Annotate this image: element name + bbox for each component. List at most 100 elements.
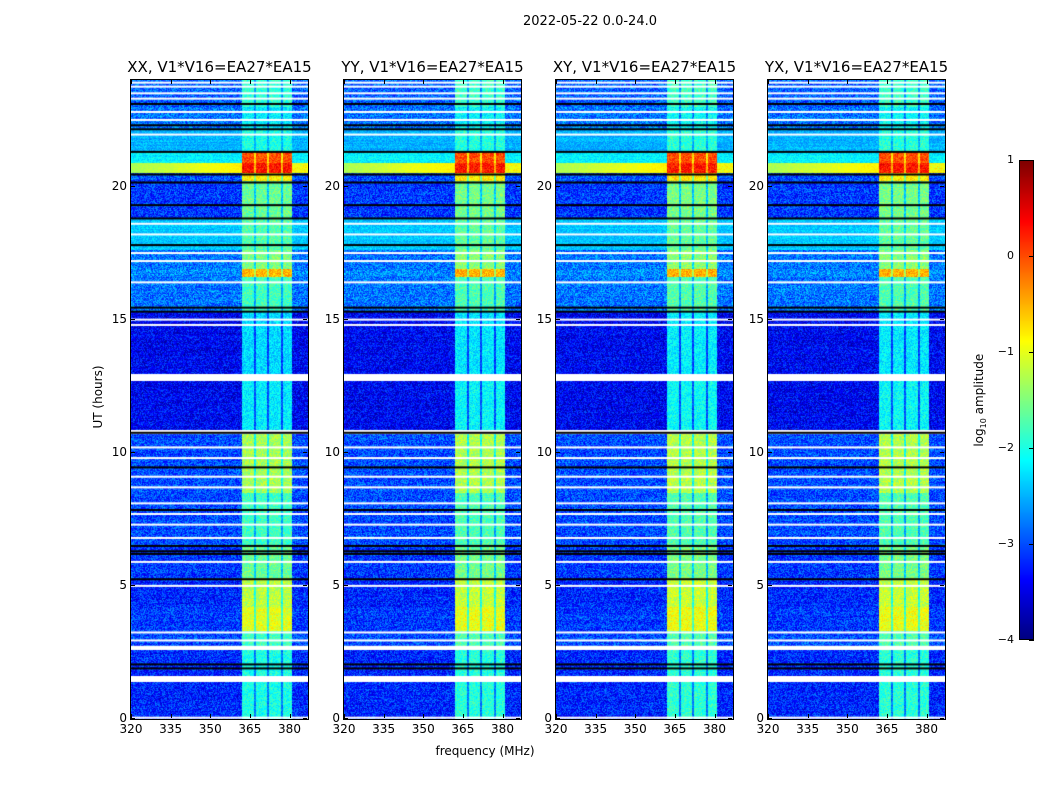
y-tick-label: 10 xyxy=(324,444,340,459)
x-tick-mark xyxy=(383,714,385,718)
y-tick-mark xyxy=(556,718,560,719)
x-tick-mark xyxy=(249,714,251,718)
y-tick-mark xyxy=(768,318,772,320)
x-tick-mark xyxy=(289,80,291,84)
y-tick-mark xyxy=(728,584,732,586)
y-tick-mark xyxy=(131,451,135,453)
x-tick-mark xyxy=(595,714,597,718)
x-tick-label: 335 xyxy=(796,722,820,736)
y-tick-label: 0 xyxy=(756,711,764,725)
x-tick-mark xyxy=(383,80,385,84)
y-tick-label: 20 xyxy=(111,178,127,193)
heatmap-panel: XX, V1*V16=EA27*EA15 320 335 350 365 380 0 5 10 1… xyxy=(112,58,312,736)
x-tick-label: 365 xyxy=(451,722,475,736)
y-tick-mark xyxy=(131,584,135,586)
y-tick-label: 20 xyxy=(536,178,552,193)
x-tick-label: 365 xyxy=(663,722,687,736)
x-tick-mark xyxy=(462,80,464,84)
y-tick-mark xyxy=(556,451,560,453)
x-tick-mark xyxy=(502,714,504,718)
x-tick-mark xyxy=(249,80,251,84)
y-tick-label: 5 xyxy=(119,577,127,592)
x-tick-label: 335 xyxy=(159,722,183,736)
x-tick-mark xyxy=(635,80,637,84)
x-tick-mark xyxy=(674,80,676,84)
y-tick-mark xyxy=(768,185,772,187)
x-tick-mark xyxy=(462,714,464,718)
x-tick-label: 350 xyxy=(198,722,222,736)
y-tick-mark xyxy=(131,718,135,719)
y-tick-label: 15 xyxy=(324,311,340,326)
x-tick-mark xyxy=(210,80,212,84)
panel-title: YX, V1*V16=EA27*EA15 xyxy=(764,58,949,76)
y-tick-mark xyxy=(303,584,307,586)
x-tick-mark xyxy=(847,80,849,84)
colorbar xyxy=(1019,160,1034,640)
x-tick-label: 380 xyxy=(915,722,938,736)
y-tick-mark xyxy=(940,185,944,187)
colorbar-tick-mark xyxy=(1029,640,1034,641)
y-tick-label: 15 xyxy=(536,311,552,326)
y-tick-mark xyxy=(556,185,560,187)
x-tick-mark xyxy=(847,714,849,718)
y-tick-mark xyxy=(728,318,732,320)
x-tick-mark xyxy=(768,80,769,84)
y-tick-label: 5 xyxy=(544,577,552,592)
x-tick-label: 365 xyxy=(238,722,262,736)
y-tick-mark xyxy=(303,185,307,187)
x-tick-mark xyxy=(170,714,172,718)
x-tick-mark xyxy=(344,714,345,718)
colorbar-tick-label: 0 xyxy=(1007,249,1014,262)
y-tick-mark xyxy=(940,451,944,453)
heatmap-panel: YY, V1*V16=EA27*EA15 320 335 350 365 380 0 5 10 1… xyxy=(325,58,524,736)
x-tick-mark xyxy=(131,80,132,84)
x-tick-mark xyxy=(502,80,504,84)
x-tick-mark xyxy=(886,80,888,84)
y-tick-label: 5 xyxy=(756,577,764,592)
y-tick-mark xyxy=(728,451,732,453)
y-tick-mark xyxy=(303,451,307,453)
x-tick-label: 320 xyxy=(119,722,143,736)
x-tick-label: 320 xyxy=(544,722,568,736)
heatmap-panel: XY, V1*V16=EA27*EA15 320 335 350 365 380 0 5 10 1… xyxy=(537,58,736,736)
y-tick-mark xyxy=(516,451,520,453)
x-tick-label: 380 xyxy=(491,722,514,736)
y-tick-label: 10 xyxy=(111,444,127,459)
y-tick-mark xyxy=(303,718,307,719)
y-tick-mark xyxy=(131,185,135,187)
x-tick-mark xyxy=(210,714,212,718)
y-tick-mark xyxy=(516,318,520,320)
y-tick-label: 0 xyxy=(332,711,340,725)
colorbar-tick-mark xyxy=(1029,448,1034,449)
y-tick-mark xyxy=(131,318,135,320)
x-tick-label: 320 xyxy=(332,722,356,736)
y-tick-mark xyxy=(940,318,944,320)
y-tick-mark xyxy=(728,185,732,187)
x-tick-mark xyxy=(423,80,425,84)
spectrogram-image xyxy=(768,80,945,719)
y-tick-mark xyxy=(516,584,520,586)
x-tick-mark xyxy=(926,714,928,718)
x-tick-mark xyxy=(635,714,637,718)
y-tick-label: 0 xyxy=(544,711,552,725)
x-tick-mark xyxy=(714,80,716,84)
x-tick-mark xyxy=(423,714,425,718)
x-tick-mark xyxy=(556,714,557,718)
spectrogram-image xyxy=(344,80,521,719)
x-tick-mark xyxy=(131,714,132,718)
y-tick-mark xyxy=(940,584,944,586)
y-tick-mark xyxy=(344,584,348,586)
y-tick-label: 20 xyxy=(748,178,764,193)
x-tick-label: 320 xyxy=(756,722,780,736)
y-tick-mark xyxy=(344,451,348,453)
x-tick-label: 350 xyxy=(623,722,647,736)
y-tick-mark xyxy=(303,318,307,320)
y-tick-mark xyxy=(768,584,772,586)
y-tick-label: 15 xyxy=(111,311,127,326)
panel-title: XX, V1*V16=EA27*EA15 xyxy=(127,58,312,76)
x-tick-mark xyxy=(170,80,172,84)
x-tick-label: 365 xyxy=(875,722,899,736)
y-tick-label: 5 xyxy=(332,577,340,592)
colorbar-tick-mark xyxy=(1029,544,1034,545)
